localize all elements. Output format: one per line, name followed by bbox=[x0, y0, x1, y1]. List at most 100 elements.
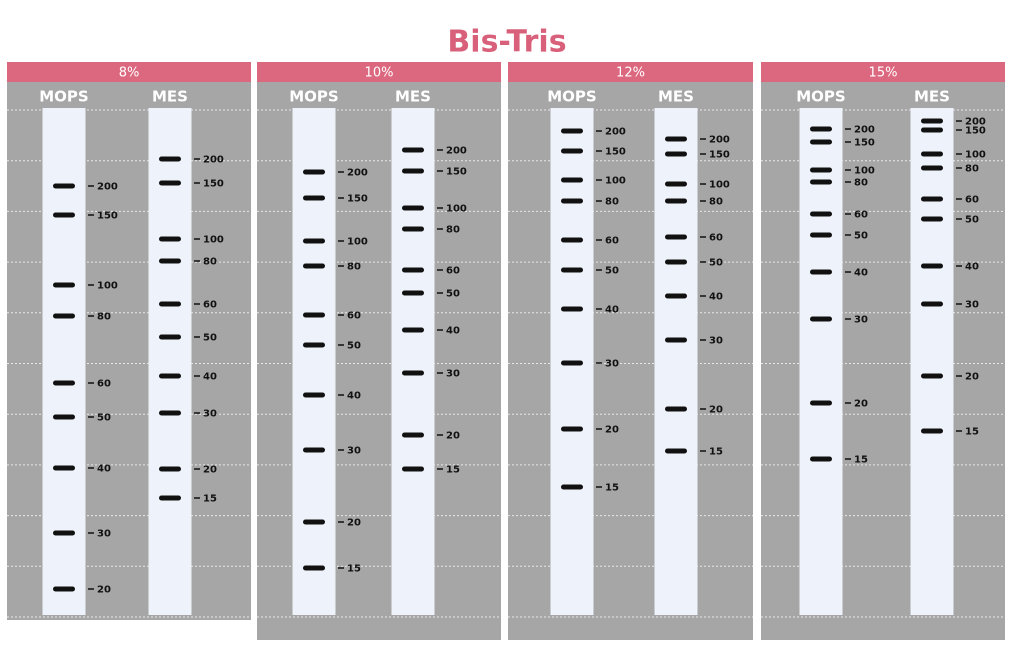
band-label: 30 bbox=[446, 369, 460, 380]
panel-header bbox=[761, 62, 1005, 82]
band bbox=[53, 414, 75, 420]
band bbox=[921, 373, 943, 379]
band bbox=[159, 495, 181, 501]
band-label: 15 bbox=[347, 564, 361, 575]
lane-name: MOPS bbox=[289, 88, 338, 106]
band bbox=[303, 519, 325, 525]
band bbox=[561, 484, 583, 490]
lane-name: MOPS bbox=[796, 88, 845, 106]
lane bbox=[654, 108, 698, 615]
band-label: 30 bbox=[97, 529, 111, 540]
lane bbox=[910, 108, 954, 615]
band bbox=[921, 151, 943, 157]
band-label: 15 bbox=[854, 455, 868, 466]
band-label: 150 bbox=[203, 179, 224, 190]
band-label: 20 bbox=[347, 518, 361, 529]
band bbox=[402, 226, 424, 232]
panel-header bbox=[508, 62, 753, 82]
band bbox=[53, 380, 75, 386]
band-label: 100 bbox=[446, 204, 467, 215]
band-label: 30 bbox=[605, 359, 619, 370]
title: Bis-Tris bbox=[447, 25, 566, 60]
band-label: 200 bbox=[709, 135, 730, 146]
band-label: 20 bbox=[605, 425, 619, 436]
band bbox=[159, 301, 181, 307]
band-label: 200 bbox=[97, 182, 118, 193]
band bbox=[303, 342, 325, 348]
lane-name: MES bbox=[395, 88, 431, 106]
band-label: 40 bbox=[203, 372, 217, 383]
band-label: 100 bbox=[709, 180, 730, 191]
band-label: 60 bbox=[97, 379, 111, 390]
lane-name: MES bbox=[658, 88, 694, 106]
band bbox=[810, 167, 832, 173]
band bbox=[665, 259, 687, 265]
band-label: 50 bbox=[203, 333, 217, 344]
band-label: 50 bbox=[347, 341, 361, 352]
band bbox=[665, 198, 687, 204]
band-label: 15 bbox=[605, 483, 619, 494]
panel-header-text: 15% bbox=[869, 66, 898, 81]
band bbox=[53, 465, 75, 471]
band-label: 150 bbox=[709, 150, 730, 161]
band bbox=[561, 177, 583, 183]
band bbox=[402, 205, 424, 211]
band-label: 30 bbox=[965, 300, 979, 311]
band-label: 40 bbox=[446, 326, 460, 337]
band bbox=[561, 426, 583, 432]
band-label: 60 bbox=[854, 210, 868, 221]
band-label: 40 bbox=[347, 391, 361, 402]
band bbox=[921, 196, 943, 202]
band-label: 20 bbox=[203, 465, 217, 476]
band-label: 50 bbox=[446, 289, 460, 300]
band bbox=[665, 181, 687, 187]
band-label: 150 bbox=[965, 126, 986, 137]
band-label: 200 bbox=[203, 155, 224, 166]
band-label: 15 bbox=[709, 447, 723, 458]
band-label: 15 bbox=[446, 465, 460, 476]
band bbox=[402, 168, 424, 174]
band bbox=[303, 312, 325, 318]
band bbox=[303, 169, 325, 175]
band-label: 50 bbox=[965, 215, 979, 226]
band-label: 50 bbox=[709, 258, 723, 269]
band-label: 80 bbox=[97, 312, 111, 323]
band bbox=[402, 370, 424, 376]
band-label: 40 bbox=[605, 305, 619, 316]
band-label: 40 bbox=[709, 292, 723, 303]
band-label: 100 bbox=[854, 166, 875, 177]
band bbox=[53, 586, 75, 592]
lane-name: MOPS bbox=[547, 88, 596, 106]
lane bbox=[292, 108, 336, 615]
band bbox=[402, 267, 424, 273]
band bbox=[665, 337, 687, 343]
band bbox=[921, 118, 943, 124]
band-label: 150 bbox=[854, 138, 875, 149]
band bbox=[921, 127, 943, 133]
band-label: 40 bbox=[965, 262, 979, 273]
band bbox=[53, 183, 75, 189]
band-label: 50 bbox=[605, 266, 619, 277]
band-label: 20 bbox=[97, 585, 111, 596]
band-label: 15 bbox=[965, 427, 979, 438]
band-label: 80 bbox=[446, 225, 460, 236]
band bbox=[159, 410, 181, 416]
band-label: 15 bbox=[203, 494, 217, 505]
band bbox=[53, 530, 75, 536]
band-label: 80 bbox=[605, 197, 619, 208]
band bbox=[921, 428, 943, 434]
band-label: 50 bbox=[854, 231, 868, 242]
band bbox=[810, 179, 832, 185]
band bbox=[665, 151, 687, 157]
band-label: 150 bbox=[347, 194, 368, 205]
panel-header-text: 12% bbox=[616, 66, 645, 81]
band-label: 20 bbox=[709, 405, 723, 416]
band bbox=[53, 212, 75, 218]
panel-header bbox=[7, 62, 251, 82]
band-label: 60 bbox=[446, 266, 460, 277]
band bbox=[921, 216, 943, 222]
band bbox=[159, 373, 181, 379]
band bbox=[561, 148, 583, 154]
band bbox=[810, 269, 832, 275]
band bbox=[921, 263, 943, 269]
